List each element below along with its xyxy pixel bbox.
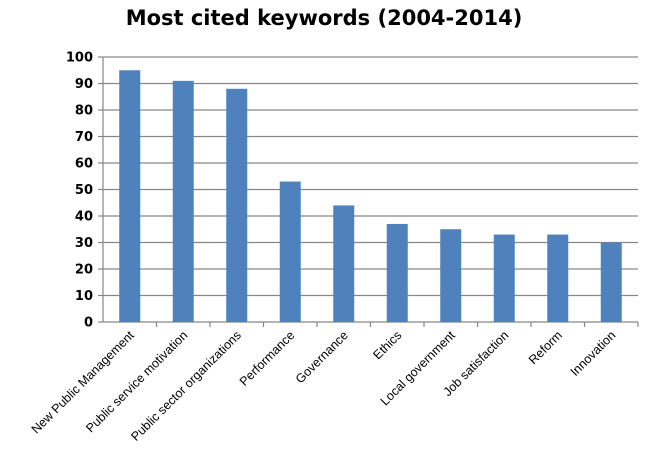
category-label-9: Reform: [526, 328, 565, 367]
bar-2: [172, 80, 194, 322]
bar-9: [547, 234, 569, 322]
y-tick-label-80: 80: [75, 104, 93, 119]
bar-4: [279, 181, 301, 322]
chart-title: Most cited keywords (2004-2014): [125, 6, 523, 30]
bar-8: [493, 234, 515, 322]
category-label-5: Governance: [293, 328, 351, 386]
y-tick-label-40: 40: [75, 210, 93, 225]
y-tick-label-20: 20: [75, 263, 93, 278]
bar-5: [333, 205, 355, 322]
category-label-2: Public service motivation: [83, 328, 190, 435]
bar-7: [440, 229, 462, 322]
bar-10: [600, 242, 622, 322]
bar-3: [226, 88, 248, 322]
y-tick-label-30: 30: [75, 236, 93, 251]
category-label-1: New Public Management: [29, 328, 138, 437]
y-tick-label-60: 60: [75, 157, 93, 172]
y-tick-label-90: 90: [75, 77, 93, 92]
y-tick-label-0: 0: [84, 316, 93, 331]
category-label-6: Ethics: [370, 328, 404, 362]
y-tick-label-100: 100: [66, 51, 93, 66]
y-tick-label-70: 70: [75, 130, 93, 145]
bar-6: [386, 223, 408, 322]
bar-1: [119, 70, 141, 322]
y-tick-label-10: 10: [75, 289, 93, 304]
category-label-10: Innovation: [568, 328, 619, 379]
y-tick-label-50: 50: [75, 183, 93, 198]
category-label-3: Public sector organizations: [128, 328, 244, 444]
category-label-4: Performance: [237, 328, 298, 389]
